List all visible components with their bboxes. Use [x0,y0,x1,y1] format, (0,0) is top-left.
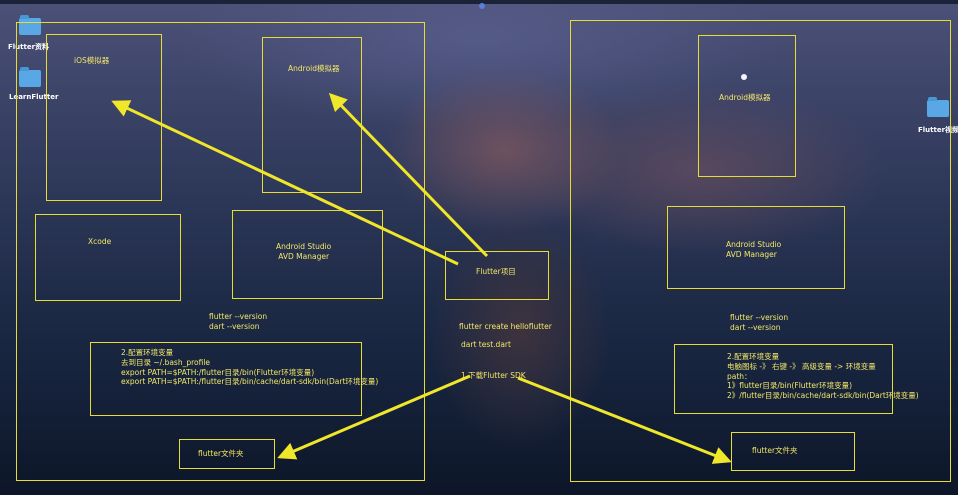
desktop-folder-flutter-videos[interactable] [925,97,951,117]
flutter-project-label: Flutter项目 [476,267,516,276]
env-config-box [90,342,362,416]
env-config-line: 去到目录 ~/.bash_profile [121,357,211,367]
dart-version-line: dart --version [209,321,260,331]
version-commands-right: flutter --version dart --version [730,313,788,333]
env-config-line: 电脑图标 -》 右键 -》 高级变量 -> 环境变量 [727,361,876,371]
arrow-project-to-ios-simulator [111,100,459,266]
flutter-folder-label-right: flutter文件夹 [752,446,798,455]
avd-manager-line: AVD Manager [726,249,777,259]
ios-simulator-label: iOS模拟器 [74,56,110,65]
env-config-title: 2.配置环境变量 [727,352,780,361]
android-studio-line: Android Studio [276,242,332,251]
env-config-line: 1》flutter目录/bin(Flutter环境变量) [727,381,853,391]
folder-icon [19,67,41,87]
windows-frame [570,20,951,482]
arrow-sdk-to-windows-folder [517,376,732,464]
top-bar [0,0,958,4]
flutter-project-box [445,251,549,300]
desktop-folder-label: Flutter视频 [918,126,958,134]
flutter-folder-box [179,439,275,469]
env-config-line: 2》/flutter目录/bin/cache/dart-sdk/bin(Dart… [727,391,919,400]
android-simulator-box-right [698,35,796,177]
avd-manager-line: AVD Manager [278,251,330,261]
download-sdk-label: 1.下载Flutter SDK [461,371,526,380]
flutter-create-command: flutter create helloflutter [459,322,552,331]
dart-version-line: dart --version [730,322,781,332]
xcode-box [35,214,181,301]
env-config-line: export PATH=$PATH:/flutter目录/bin(Flutter… [121,367,315,377]
env-config-text-right: 2.配置环境变量 电脑图标 -》 右键 -》 高级变量 -> 环境变量 path… [727,352,919,401]
env-config-line: path： [727,371,752,381]
env-config-line: export PATH=$PATH:/flutter目录/bin/cache/d… [121,377,379,387]
desktop-folder-label: LearnFlutter [9,93,59,101]
version-commands: flutter --version dart --version [209,312,267,332]
xcode-label: Xcode [88,237,112,246]
handle-dot[interactable] [479,3,485,9]
env-config-text: 2.配置环境变量 去到目录 ~/.bash_profile export PAT… [121,348,378,387]
arrow-sdk-to-mac-folder [277,374,471,460]
android-simulator-label-right: Android模拟器 [719,93,771,102]
android-studio-line: Android Studio [726,240,782,249]
android-studio-box [232,210,383,299]
ios-simulator-box [46,34,162,201]
macos-frame [16,22,425,481]
flutter-version-line: flutter --version [730,313,789,322]
desktop-folder-learnflutter[interactable] [17,67,43,87]
env-config-box-right [674,344,893,414]
arrow-project-to-android-simulator [328,92,489,258]
flutter-folder-label: flutter文件夹 [198,449,244,458]
android-studio-box-right [667,206,845,289]
desktop-folder-label: Flutter资料 [8,43,50,51]
cursor-dot [741,74,747,80]
android-studio-label-right: Android Studio AVD Manager [726,240,781,260]
flutter-version-line: flutter --version [209,312,268,321]
dart-test-command: dart test.dart [461,340,511,349]
folder-icon [927,97,949,117]
android-simulator-box [262,37,362,193]
android-simulator-label: Android模拟器 [288,64,340,73]
env-config-title: 2.配置环境变量 [121,348,174,357]
android-studio-label: Android Studio AVD Manager [276,242,331,262]
